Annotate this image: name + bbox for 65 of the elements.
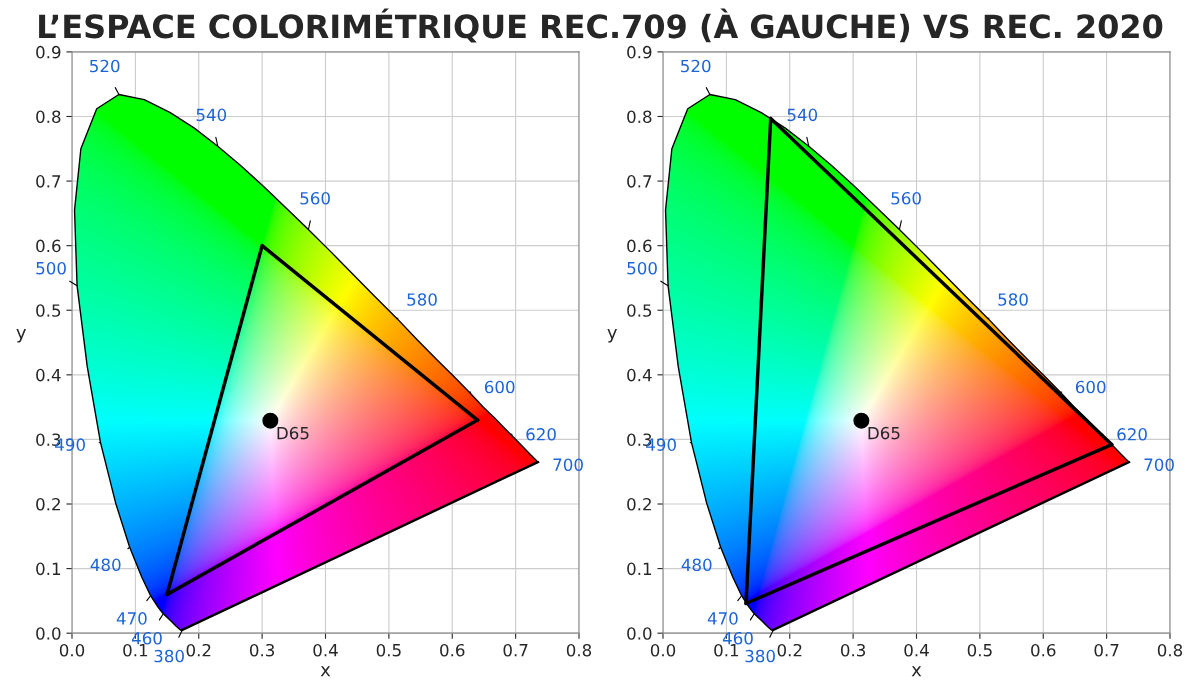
y-tick-label: 0.4 <box>36 368 61 382</box>
x-tick-label: 0.2 <box>777 643 802 657</box>
y-tick-label: 0.2 <box>36 497 60 511</box>
x-tick-label: 0.8 <box>1157 643 1183 657</box>
annotation: 460 <box>131 631 162 645</box>
annotation: 520 <box>90 59 120 73</box>
y-tick-label: 0.5 <box>627 304 652 317</box>
x-tick-label: 0.0 <box>650 643 676 657</box>
y-tick-label: 0.1 <box>627 562 652 576</box>
x-tick-label: 0.8 <box>566 643 592 657</box>
x-tick-label: 0.2 <box>186 643 211 657</box>
y-tick-label: 0.0 <box>36 627 61 640</box>
annotation: 600 <box>484 380 515 394</box>
y-tick-label: 0.0 <box>627 627 652 640</box>
annotation: 500 <box>627 261 657 275</box>
x-tick-label: 0.4 <box>313 643 338 657</box>
x-tick-label: 0.6 <box>1031 643 1056 657</box>
y-tick-label: 0.9 <box>36 45 61 59</box>
annotation: 600 <box>1075 380 1106 394</box>
annotation: 460 <box>722 631 753 645</box>
y-tick-label: 0.5 <box>36 304 61 317</box>
x-tick-label: 0.4 <box>904 643 929 657</box>
annotation: 560 <box>891 191 921 205</box>
annotation: 580 <box>407 293 437 306</box>
annotation: D65 <box>277 426 309 440</box>
annotation: 480 <box>681 558 712 572</box>
annotation: 580 <box>998 293 1028 306</box>
annotation: 380 <box>745 649 775 663</box>
x-tick-label: 0.0 <box>59 643 85 657</box>
y-tick-label: 0.4 <box>627 368 652 382</box>
y-tick-label: 0.2 <box>627 497 651 511</box>
y-tick-label: 0.6 <box>36 239 61 253</box>
y-axis-title: y <box>16 328 26 343</box>
annotation: 470 <box>116 612 147 625</box>
annotation: 480 <box>90 558 121 572</box>
annotation: 620 <box>1117 428 1147 441</box>
annotation: 620 <box>526 428 556 441</box>
x-axis-title: x <box>911 666 922 677</box>
y-tick-label: 0.8 <box>627 110 652 124</box>
x-axis-title: x <box>320 666 331 677</box>
x-tick-label: 0.7 <box>503 643 528 657</box>
y-tick-label: 0.7 <box>36 175 61 188</box>
annotation: 700 <box>1144 458 1174 471</box>
chart-title: L’ESPACE COLORIMÉTRIQUE REC.709 (À GAUCHE) VS REC. 2020 <box>39 8 1163 43</box>
x-tick-label: 0.3 <box>840 643 866 657</box>
annotation: 520 <box>681 59 711 73</box>
y-tick-label: 0.8 <box>36 110 61 124</box>
annotation: D65 <box>868 426 900 440</box>
x-tick-label: 0.5 <box>376 643 401 657</box>
y-tick-label: 0.6 <box>627 239 652 253</box>
y-axis-title: y <box>607 328 617 343</box>
annotation: 380 <box>154 649 184 663</box>
x-tick-label: 0.3 <box>249 643 275 657</box>
annotation: 540 <box>787 108 818 122</box>
y-tick-label: 0.9 <box>627 45 652 59</box>
annotation: 540 <box>196 108 227 122</box>
x-tick-label: 0.7 <box>1094 643 1119 657</box>
annotation: 500 <box>36 261 66 275</box>
annotation: 700 <box>553 458 583 471</box>
x-tick-label: 0.5 <box>967 643 992 657</box>
annotation: 470 <box>707 612 738 625</box>
x-tick-label: 0.6 <box>440 643 465 657</box>
y-tick-label: 0.7 <box>627 175 652 188</box>
y-tick-label: 0.1 <box>36 562 61 576</box>
annotation: 560 <box>300 191 330 205</box>
